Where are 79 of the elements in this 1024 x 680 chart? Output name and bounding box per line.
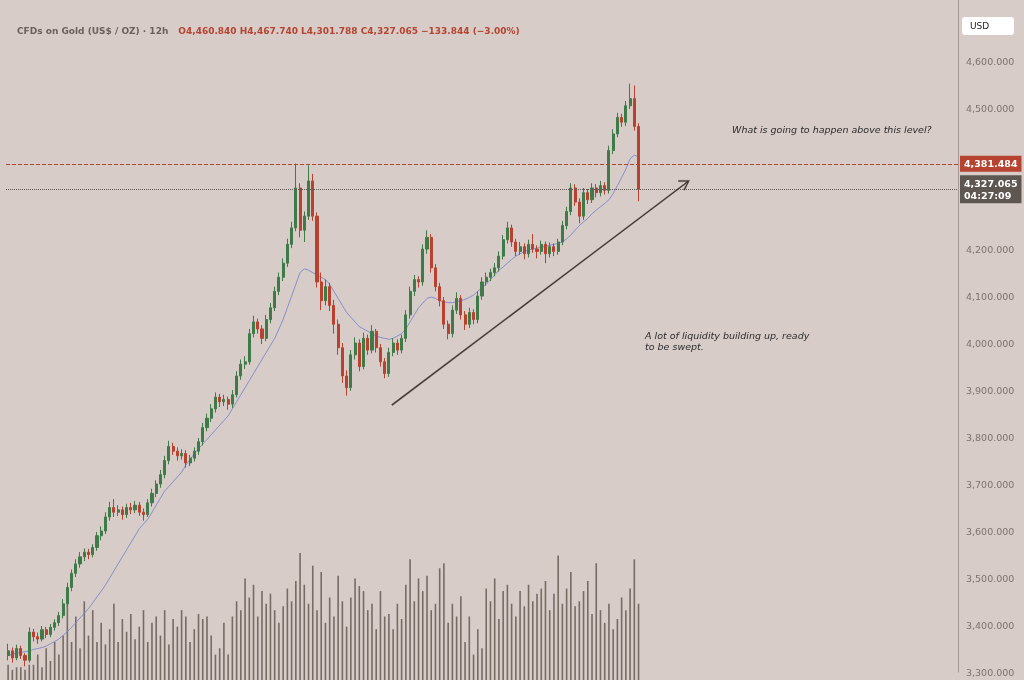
- candlestick: [358, 338, 361, 372]
- y-tick-label: 3,500.000: [966, 572, 1015, 584]
- candlestick: [392, 337, 395, 357]
- text: O4,460.840 H4,467.740 L4,301.788 C4,327.065 −133.844 (−3.00%): [178, 26, 520, 36]
- y-axis-title: USD: [970, 20, 990, 31]
- candlestick: [387, 347, 390, 378]
- candlestick: [40, 625, 44, 642]
- candlestick: [138, 501, 141, 517]
- candlestick: [362, 332, 365, 370]
- candlestick: [324, 279, 327, 306]
- candlestick: [366, 334, 369, 356]
- candlestick: [620, 113, 623, 128]
- candlestick: [523, 242, 526, 260]
- candlestick: [28, 626, 31, 664]
- candlestick: [396, 338, 399, 356]
- candlestick: [497, 250, 500, 273]
- candlestick: [607, 145, 610, 195]
- candlestick: [121, 506, 124, 521]
- candlestick: [133, 500, 137, 514]
- y-tick-label: 3,300.000: [966, 666, 1015, 678]
- candlestick: [222, 394, 225, 407]
- text: A lot of liquidity building up, ready to be swept.: [644, 330, 813, 352]
- candlestick: [468, 307, 471, 329]
- candlestick: [586, 188, 589, 205]
- candlestick: [519, 241, 522, 256]
- candlestick: [57, 611, 60, 627]
- y-tick-label: 4,100.000: [966, 290, 1015, 302]
- candlestick: [370, 324, 374, 354]
- y-tick-label: 3,600.000: [966, 525, 1015, 537]
- candlestick: [552, 242, 555, 257]
- candlestick: [464, 310, 467, 331]
- ref-line-label: 4,381.484: [964, 158, 1018, 170]
- y-tick-label: 4,000.000: [966, 337, 1015, 349]
- line-series: [7, 154, 639, 656]
- candlestick: [112, 498, 115, 518]
- candlestick: [459, 294, 462, 321]
- candlestick: [544, 241, 547, 264]
- candlestick: [180, 448, 183, 461]
- candlestick: [45, 626, 48, 639]
- y-tick-label: 4,500.000: [966, 102, 1015, 114]
- candlestick: [32, 628, 35, 642]
- candlestick: [472, 308, 475, 325]
- candlestick: [15, 644, 18, 661]
- candlestick: [447, 319, 450, 340]
- candlestick: [527, 239, 530, 259]
- candlestick: [7, 643, 10, 661]
- candlestick: [629, 83, 632, 110]
- candlestick: [87, 548, 90, 560]
- candlestick: [548, 241, 551, 259]
- candlestick: [354, 336, 357, 360]
- candlestick: [349, 349, 352, 392]
- candlestick: [11, 647, 14, 664]
- candlestick: [603, 181, 606, 196]
- candlestick: [125, 503, 128, 519]
- candlestick: [176, 446, 179, 462]
- candlestick: [36, 632, 39, 645]
- candlestick: [129, 502, 132, 515]
- candlestick: [218, 393, 221, 408]
- y-tick-label: 4,600.000: [966, 55, 1015, 67]
- candlestick: [582, 187, 585, 221]
- text: What is going to happen above this level?: [732, 124, 932, 135]
- candlestick: [117, 504, 120, 517]
- candlestick: [49, 623, 52, 638]
- text: CFDs on Gold (US$ / OZ) · 12h: [17, 26, 169, 36]
- candlestick: [299, 182, 302, 238]
- y-tick-label: 3,700.000: [966, 478, 1015, 490]
- y-tick-label: 3,800.000: [966, 431, 1015, 443]
- candlestick: [590, 182, 594, 204]
- y-tick-label: 3,400.000: [966, 619, 1015, 631]
- ref-line-label: 4,327.065 04:27:09: [964, 177, 1018, 201]
- candlestick: [595, 183, 598, 198]
- candlestick: [184, 449, 187, 469]
- candlestick: [540, 240, 543, 256]
- y-tick-label: 3,900.000: [966, 384, 1015, 396]
- candlestick: [599, 180, 602, 197]
- candlestick: [624, 100, 627, 127]
- candlestick: [227, 396, 230, 411]
- y-tick-label: 4,200.000: [966, 243, 1015, 255]
- candlestick: [417, 275, 420, 289]
